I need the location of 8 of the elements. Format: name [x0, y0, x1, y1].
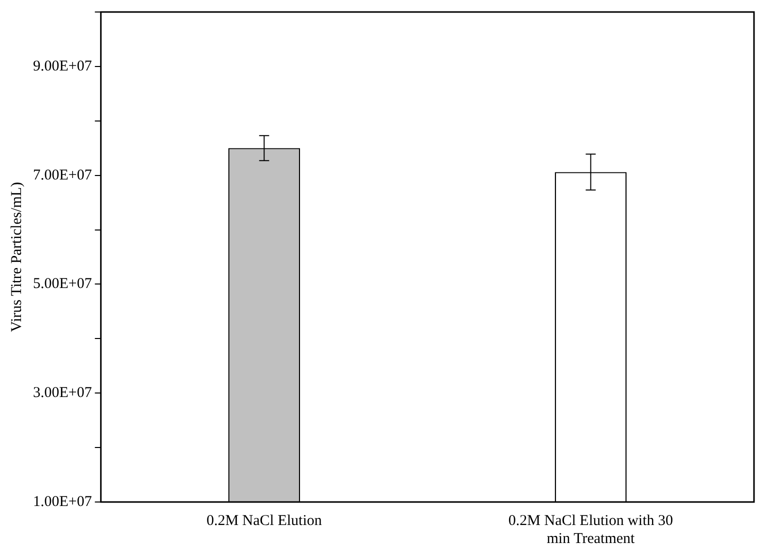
y-tick-label: 9.00E+07 — [32, 58, 92, 74]
y-axis-title: Virus Titre Particles/mL) — [8, 182, 25, 332]
y-tick-label: 3.00E+07 — [32, 385, 92, 402]
y-tick-label: 1.00E+07 — [32, 494, 92, 510]
y-tick-label: 5.00E+07 — [32, 276, 92, 292]
y-tick-label: 7.00E+07 — [32, 167, 92, 184]
x-tick-label: 0.2M NaCl Elution — [206, 512, 322, 529]
x-tick-label: 0.2M NaCl Elution with 30 min Treatment — [508, 512, 674, 547]
